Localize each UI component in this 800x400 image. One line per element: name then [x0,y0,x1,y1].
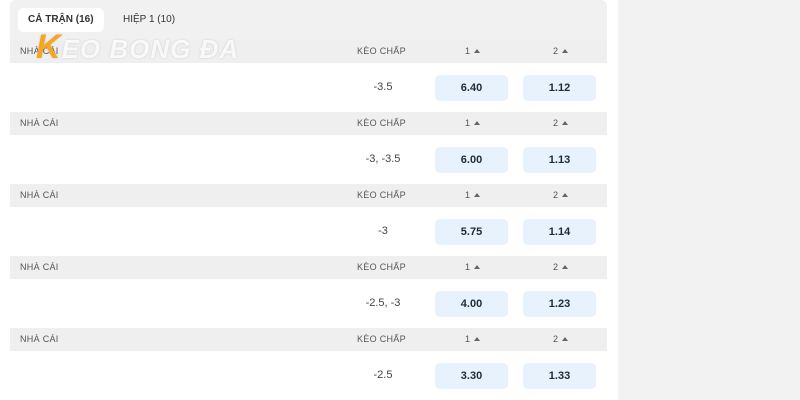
col-away[interactable]: 2 [553,256,569,279]
col-home-text: 1 [465,334,471,344]
sort-icon [474,193,481,197]
col-away[interactable]: 2 [553,184,569,207]
col-away[interactable]: 2 [553,40,569,63]
col-away-text: 2 [553,334,559,344]
odd-away[interactable]: 1.14 [523,219,596,245]
logo-text: EO BONG ĐA [61,34,240,64]
col-bookmaker-text: NHÀ CÁI [20,190,59,200]
sort-icon [474,337,481,341]
col-bookmaker-text: NHÀ CÁI [20,334,59,344]
col-home[interactable]: 1 [465,40,481,63]
col-home-text: 1 [465,46,471,56]
odd-home[interactable]: 3.30 [435,363,508,389]
handicap: -2.5 [343,369,423,381]
odd-away-text: 1.33 [548,370,571,382]
col-home-text: 1 [465,262,471,272]
header-row: NHÀ CÁI KÈO CHẤP 1 2 [10,112,607,135]
odd-away[interactable]: 1.13 [523,147,596,173]
sort-icon [562,337,569,341]
sort-icon [474,49,481,53]
side-panel [618,0,800,400]
odd-home[interactable]: 4.00 [435,291,508,317]
col-home[interactable]: 1 [465,328,481,351]
odd-home-text: 6.40 [460,82,483,94]
sort-icon [562,49,569,53]
odd-home-text: 6.00 [460,154,483,166]
odd-away-text: 1.12 [548,82,571,94]
sort-icon [562,121,569,125]
col-handicap: KÈO CHẤP [357,40,406,63]
col-handicap-text: KÈO CHẤP [357,262,406,272]
col-bookmaker: NHÀ CÁI [20,256,59,279]
col-handicap-text: KÈO CHẤP [357,190,406,200]
col-handicap: KÈO CHẤP [357,328,406,351]
handicap: -3.5 [343,81,423,93]
col-away-text: 2 [553,262,559,272]
sort-icon [474,121,481,125]
header-row: NHÀ CÁI KÈO CHẤP 1 2 [10,184,607,207]
tab[interactable]: CẢ TRẬN (16) [18,8,104,32]
col-bookmaker: NHÀ CÁI [20,112,59,135]
col-bookmaker-text: NHÀ CÁI [20,262,59,272]
col-bookmaker: NHÀ CÁI [20,40,59,63]
odd-home[interactable]: 5.75 [435,219,508,245]
handicap: -3 [343,225,423,237]
col-handicap-text: KÈO CHẤP [357,334,406,344]
logo-accent: K [36,28,62,66]
logo: KEO BONG ĐA [36,28,239,67]
col-handicap: KÈO CHẤP [357,184,406,207]
col-bookmaker: NHÀ CÁI [20,184,59,207]
sort-icon [562,193,569,197]
odd-away[interactable]: 1.23 [523,291,596,317]
odd-away-text: 1.14 [548,226,571,238]
odd-away[interactable]: 1.12 [523,75,596,101]
handicap-text: -2.5, -3 [365,297,401,309]
col-bookmaker: NHÀ CÁI [20,328,59,351]
odd-home-text: 4.00 [460,298,483,310]
odd-away-text: 1.13 [548,154,571,166]
col-home-text: 1 [465,190,471,200]
odd-home-text: 3.30 [460,370,483,382]
handicap-text: -2.5 [373,369,393,381]
col-home[interactable]: 1 [465,184,481,207]
col-handicap: KÈO CHẤP [357,256,406,279]
col-handicap-text: KÈO CHẤP [357,118,406,128]
sort-icon [474,265,481,269]
odd-home[interactable]: 6.40 [435,75,508,101]
handicap: -2.5, -3 [343,297,423,309]
col-home[interactable]: 1 [465,112,481,135]
col-bookmaker-text: NHÀ CÁI [20,118,59,128]
handicap: -3, -3.5 [343,153,423,165]
odd-away-text: 1.23 [548,298,571,310]
header-row: NHÀ CÁI KÈO CHẤP 1 2 [10,40,607,63]
sort-icon [562,265,569,269]
col-away[interactable]: 2 [553,112,569,135]
handicap-text: -3, -3.5 [365,153,401,165]
handicap-text: -3 [378,225,388,237]
col-handicap: KÈO CHẤP [357,112,406,135]
odd-home-text: 5.75 [460,226,483,238]
col-handicap-text: KÈO CHẤP [357,46,406,56]
handicap-text: -3.5 [373,81,393,93]
tab[interactable]: HIỆP 1 (10) [123,14,176,25]
col-bookmaker-text: NHÀ CÁI [20,46,59,56]
col-home[interactable]: 1 [465,256,481,279]
tab-bar: CẢ TRẬN (16) HIỆP 1 (10) [10,0,607,40]
col-away-text: 2 [553,118,559,128]
odd-away[interactable]: 1.33 [523,363,596,389]
col-home-text: 1 [465,118,471,128]
header-row: NHÀ CÁI KÈO CHẤP 1 2 [10,328,607,351]
odd-home[interactable]: 6.00 [435,147,508,173]
col-away[interactable]: 2 [553,328,569,351]
header-row: NHÀ CÁI KÈO CHẤP 1 2 [10,256,607,279]
col-away-text: 2 [553,46,559,56]
col-away-text: 2 [553,190,559,200]
